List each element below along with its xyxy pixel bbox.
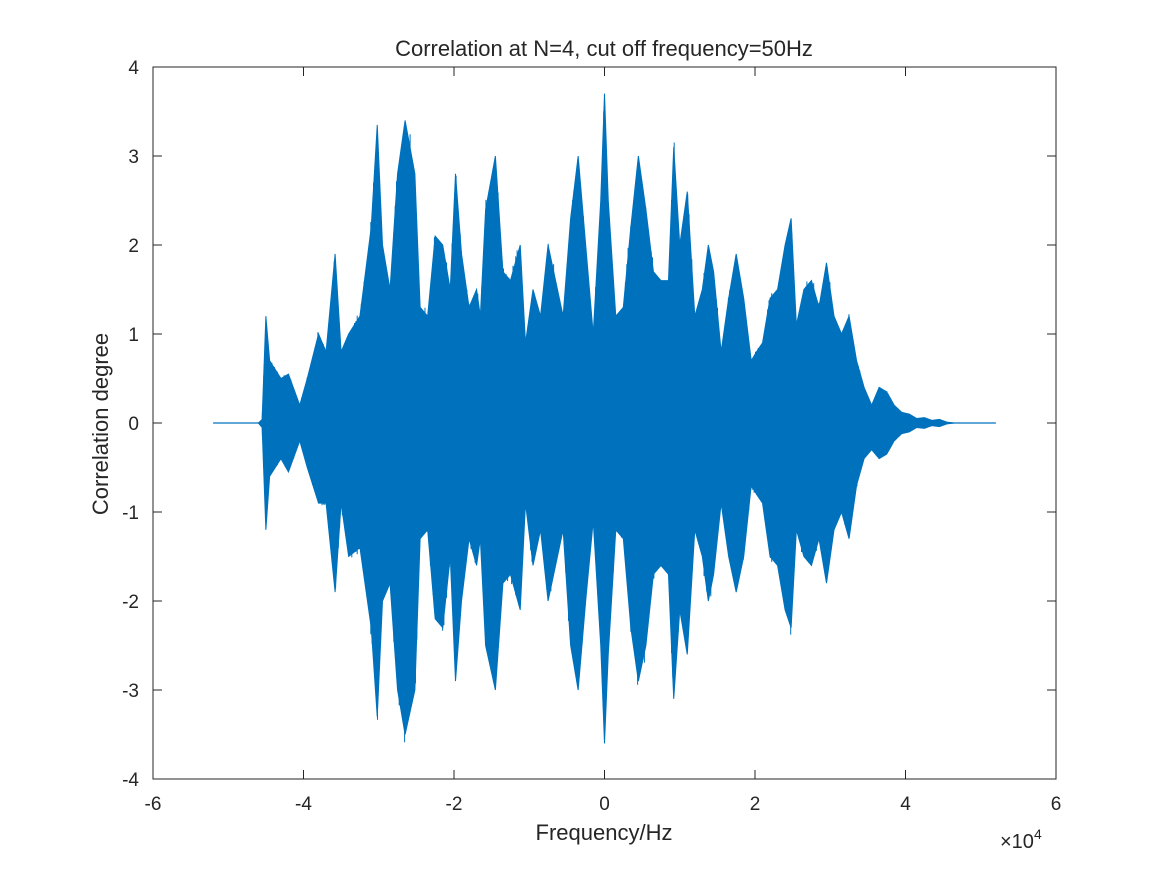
x-tick-label: 0 (599, 794, 610, 815)
y-tick-label: 1 (128, 325, 139, 346)
x-tick-label: 2 (750, 794, 761, 815)
x-axis-label: Frequency/Hz (536, 820, 673, 845)
y-tick-label: 4 (128, 58, 139, 79)
chart-title: Correlation at N=4, cut off frequency=50… (395, 36, 813, 61)
y-tick-label: -4 (122, 770, 139, 791)
y-tick-label: 2 (128, 236, 139, 257)
x-axis-multiplier: ×104 (1000, 826, 1042, 853)
y-tick-label: -2 (122, 592, 139, 613)
signal-trace (259, 111, 954, 743)
y-tick-label: -1 (122, 503, 139, 524)
y-tick-label: 3 (128, 147, 139, 168)
y-axis-label: Correlation degree (88, 333, 113, 515)
x-tick-label: 4 (900, 794, 911, 815)
y-tick-label: -3 (122, 681, 139, 702)
x-tick-label: 6 (1051, 794, 1062, 815)
x-tick-label: -4 (295, 794, 312, 815)
y-tick-label: 0 (128, 414, 139, 435)
axes: -6 -4 -2 0 2 4 6 -4 -3 -2 -1 0 1 2 3 4 (122, 58, 1061, 815)
plot-area (213, 93, 996, 744)
x-tick-label: -2 (446, 794, 463, 815)
x-tick-label: -6 (145, 794, 162, 815)
x-axis-multiplier-exponent: 4 (1034, 826, 1042, 842)
x-axis-multiplier-base: ×10 (1000, 831, 1034, 853)
